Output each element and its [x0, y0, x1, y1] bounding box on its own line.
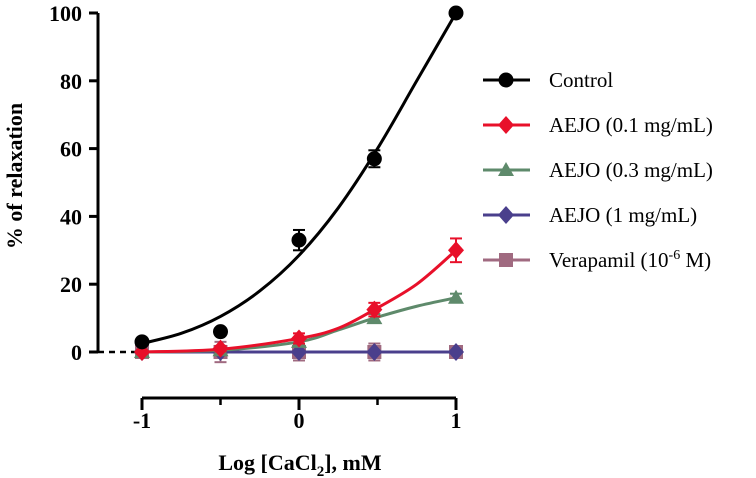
series-1	[134, 237, 464, 361]
y-tick-label: 100	[49, 1, 82, 26]
legend-item: AEJO (1 mg/mL)	[483, 203, 697, 227]
x-axis-title-tail: ], mM	[324, 450, 382, 475]
legend-marker	[498, 162, 514, 176]
legend-item: Verapamil (10-6 M)	[483, 248, 711, 272]
data-point	[448, 343, 464, 361]
x-tick-label: -1	[133, 408, 151, 433]
data-point	[134, 334, 150, 350]
x-axis-title: Log [CaCl2], mM	[218, 450, 382, 478]
y-axis-title: % of relaxation	[2, 103, 27, 249]
axes	[89, 11, 458, 410]
legend-marker	[498, 206, 514, 224]
legend-label: AEJO (1 mg/mL)	[549, 203, 697, 227]
legend-marker	[498, 116, 514, 134]
data-point	[213, 324, 228, 340]
data-point	[366, 343, 383, 361]
series-layer	[134, 5, 464, 364]
x-tick-label: 1	[451, 408, 462, 433]
x-axis-title-sub: 2	[317, 464, 325, 478]
x-axis-title-main: Log [CaCl	[218, 450, 316, 475]
fit-line	[141, 12, 458, 345]
data-point	[366, 151, 382, 167]
legend: Control AEJO (0.1 mg/mL) AEJO (0.3 mg/mL) A…	[483, 68, 713, 272]
legend-item: AEJO (0.1 mg/mL)	[483, 113, 713, 137]
data-point	[291, 329, 307, 348]
series-0	[134, 5, 464, 350]
y-tick-labels: 0 20 40 60 80 100	[49, 1, 82, 365]
data-point	[366, 300, 383, 319]
legend-label: AEJO (0.3 mg/mL)	[549, 158, 713, 182]
data-point	[448, 289, 464, 304]
data-point	[448, 5, 464, 21]
y-tick-label: 0	[71, 340, 82, 365]
y-tick-label: 20	[60, 272, 82, 297]
legend-label: AEJO (0.1 mg/mL)	[549, 113, 713, 137]
legend-item: AEJO (0.3 mg/mL)	[483, 158, 713, 182]
series-2	[134, 289, 464, 358]
legend-label: Verapamil (10-6 M)	[549, 248, 711, 272]
legend-item: Control	[483, 68, 613, 92]
legend-marker	[498, 72, 514, 88]
data-point	[291, 232, 307, 248]
legend-label: Control	[549, 68, 613, 92]
y-tick-label: 80	[60, 69, 82, 94]
y-tick-label: 60	[60, 137, 82, 162]
x-tick-label: 0	[294, 408, 305, 433]
x-tick-labels: -1 0 1	[133, 408, 462, 433]
y-tick-label: 40	[60, 204, 82, 229]
legend-marker	[499, 253, 513, 267]
data-point	[212, 339, 229, 358]
data-point	[448, 241, 464, 260]
